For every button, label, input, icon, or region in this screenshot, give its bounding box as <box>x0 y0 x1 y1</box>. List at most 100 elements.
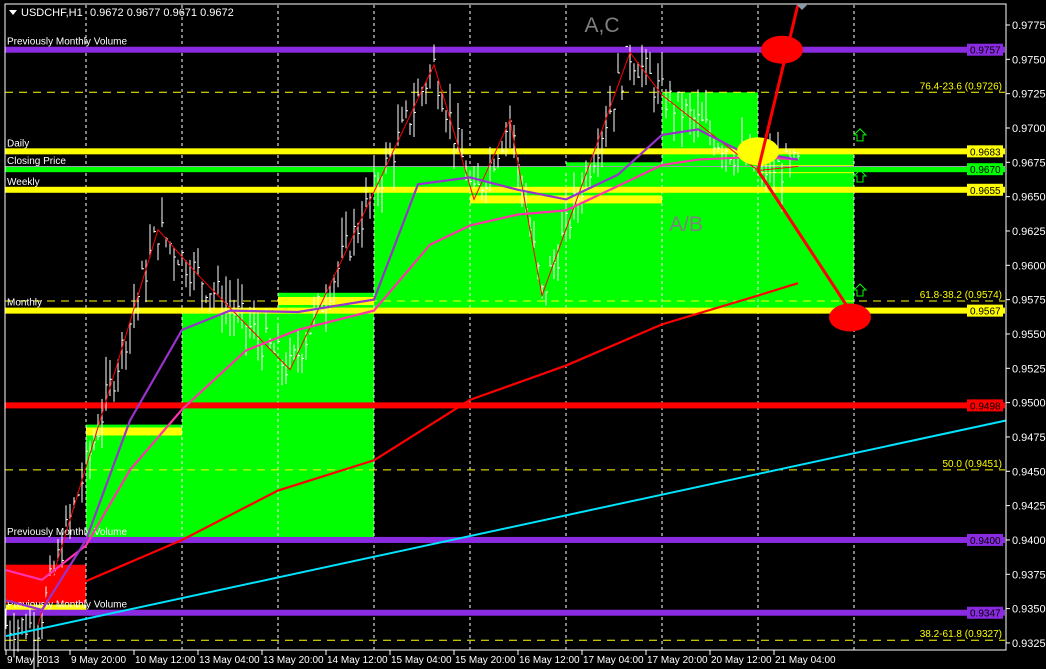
ohlc-readout: 0.9672 0.9677 0.9671 0.9672 <box>90 7 234 19</box>
range-box <box>374 170 470 311</box>
plot-frame <box>4 3 1007 651</box>
y-tick-label: 0.9325 <box>1012 638 1046 650</box>
level-line <box>5 609 1005 616</box>
range-boxes <box>6 92 854 613</box>
level-line <box>5 148 1005 155</box>
level-line <box>5 46 1005 53</box>
range-box-band <box>86 427 182 436</box>
shift-marker-icon[interactable] <box>796 4 808 10</box>
y-tick-label: 0.9575 <box>1012 295 1046 307</box>
y-tick-label: 0.9675 <box>1012 157 1046 169</box>
y-tick-label: 0.9450 <box>1012 466 1046 478</box>
x-tick-label: 9 May 2013 <box>7 655 60 666</box>
y-tick-label: 0.9475 <box>1012 432 1046 444</box>
y-tick-label: 0.9375 <box>1012 569 1046 581</box>
price-tags: 0.9757 0.9683 0.9670 0.9655 0.9567 0.9498 0.94… <box>967 43 1003 620</box>
level-line <box>5 186 1005 193</box>
y-tick-label: 0.9750 <box>1012 54 1046 66</box>
moving-average-line <box>5 282 799 591</box>
annotation-label: A/B <box>669 213 703 236</box>
annotation-label: A,C <box>584 14 619 37</box>
level-label: Previously Monthly Volume <box>7 527 127 538</box>
level-label: Previously Monthly Volume <box>7 37 127 48</box>
price-tag <box>967 163 1003 176</box>
menu-triangle-icon[interactable] <box>9 10 17 15</box>
range-box <box>566 162 662 311</box>
y-tick-label: 0.9400 <box>1012 535 1046 547</box>
arrow-up-icon <box>852 169 868 183</box>
annotations: A,C A/B <box>584 14 702 236</box>
zigzag-line <box>37 51 799 626</box>
y-tick-label: 0.9425 <box>1012 501 1046 513</box>
fibonacci-label: 76.4-23.6 (0.9726) <box>920 81 1002 92</box>
price-tag-label: 0.9567 <box>970 307 1001 318</box>
price-tag-label: 0.9400 <box>970 536 1001 547</box>
y-tick-label: 0.9350 <box>1012 604 1046 616</box>
range-box-band <box>6 604 86 613</box>
x-tick-label: 13 May 04:00 <box>199 655 260 666</box>
price-tag <box>967 304 1003 317</box>
level-label: Weekly <box>7 177 40 188</box>
axes: 0.9775 0.9750 0.9725 0.9700 0.9675 0.9650 0.96… <box>5 20 1046 666</box>
x-tick-label: 10 May 12:00 <box>135 655 196 666</box>
y-tick-label: 0.9525 <box>1012 363 1046 375</box>
y-tick-label: 0.9625 <box>1012 226 1046 238</box>
price-tag <box>967 183 1003 196</box>
arrow-up-icon <box>852 128 868 142</box>
price-tag-label: 0.9683 <box>970 147 1001 158</box>
target-ellipse <box>829 303 871 332</box>
horizontal-levels: 76.4-23.6 (0.9726) 61.8-38.2 (0.9574) 50.0… <box>5 37 1005 641</box>
moving-average-line <box>5 155 799 581</box>
moving-average-line <box>5 128 799 612</box>
y-tick-label: 0.9550 <box>1012 329 1046 341</box>
x-tick-label: 16 May 12:00 <box>519 655 580 666</box>
x-tick-label: 14 May 12:00 <box>327 655 388 666</box>
x-tick-label: 21 May 04:00 <box>775 655 836 666</box>
price-tag <box>967 533 1003 546</box>
price-tag-label: 0.9655 <box>970 186 1001 197</box>
x-tick-label: 9 May 20:00 <box>71 655 126 666</box>
level-line <box>5 536 1005 543</box>
y-tick-label: 0.9500 <box>1012 398 1046 410</box>
price-tag <box>967 606 1003 619</box>
x-tick-label: 15 May 04:00 <box>391 655 452 666</box>
price-tag-label: 0.9757 <box>970 46 1001 57</box>
fibonacci-label: 50.0 (0.9451) <box>943 459 1003 470</box>
range-box-band <box>566 195 662 204</box>
arrow-up-icon <box>852 283 868 297</box>
x-tick-label: 20 May 12:00 <box>711 655 772 666</box>
level-line <box>5 307 1005 314</box>
price-tag-label: 0.9670 <box>970 165 1001 176</box>
range-box <box>278 292 374 540</box>
y-tick-label: 0.9600 <box>1012 260 1046 272</box>
indicator-lines <box>5 51 1007 638</box>
x-tick-label: 13 May 20:00 <box>263 655 324 666</box>
level-line <box>5 402 1005 409</box>
x-tick-label: 15 May 20:00 <box>455 655 516 666</box>
level-label: Closing Price <box>7 156 66 167</box>
level-label: Daily <box>7 138 29 149</box>
y-tick-label: 0.9775 <box>1012 20 1046 32</box>
price-tag <box>967 145 1003 158</box>
fibonacci-label: 38.2-61.8 (0.9327) <box>920 629 1002 640</box>
target-ellipse <box>761 35 803 64</box>
trend-line <box>5 419 1007 638</box>
projection-line <box>756 169 852 312</box>
range-box-band <box>470 195 566 204</box>
price-tag-label: 0.9347 <box>970 609 1001 620</box>
price-tag <box>967 399 1003 412</box>
x-tick-label: 17 May 20:00 <box>647 655 708 666</box>
level-label: Previously Monthly Volume <box>7 600 127 611</box>
target-marks <box>737 4 871 332</box>
level-line <box>5 166 1005 173</box>
projection-line <box>756 4 800 171</box>
y-tick-label: 0.9725 <box>1012 89 1046 101</box>
level-label: Monthly <box>7 298 42 309</box>
y-tick-label: 0.9650 <box>1012 192 1046 204</box>
x-tick-label: 17 May 04:00 <box>583 655 644 666</box>
price-tag-label: 0.9498 <box>970 401 1001 412</box>
target-ellipse <box>737 137 779 166</box>
y-tick-label: 0.9700 <box>1012 123 1046 135</box>
